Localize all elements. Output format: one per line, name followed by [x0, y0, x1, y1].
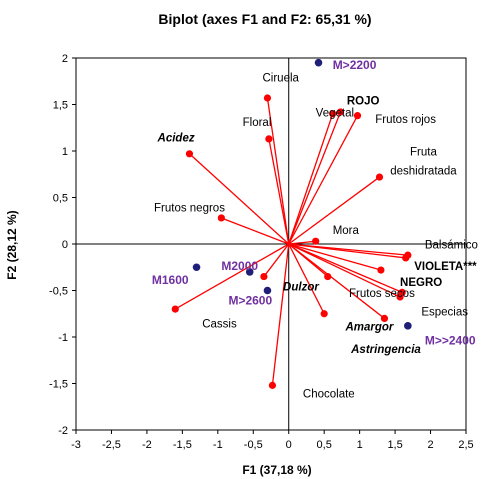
variable-point: [185, 150, 194, 158]
variable-vector: [189, 153, 290, 245]
variable-label: Vegetal: [316, 108, 354, 120]
variable-label: NEGRO: [400, 277, 442, 289]
y-axis-title: F2 (28,12 %): [5, 210, 19, 279]
variable-vector: [221, 217, 289, 245]
variable-label: Fruta: [410, 147, 437, 159]
variable-label: Floral: [243, 117, 272, 129]
variable-vectors: [171, 94, 412, 389]
variable-vector: [263, 243, 290, 277]
variable-vector: [174, 243, 290, 310]
variable-vector: [288, 243, 403, 293]
x-tick-label: -3: [71, 439, 81, 451]
observation-label: M2000: [221, 259, 258, 273]
y-tick-label: -1: [58, 332, 68, 344]
x-tick-label: 0: [286, 439, 292, 451]
variable-vector: [266, 97, 290, 245]
variable-vector: [288, 115, 359, 245]
x-axis-title: F1 (37,18 %): [242, 463, 311, 477]
observation-point: [192, 263, 201, 272]
variable-point: [171, 305, 179, 313]
variable-label: Chocolate: [303, 388, 355, 400]
variable-label: Especias: [421, 307, 468, 319]
x-tick-label: 1: [357, 439, 363, 451]
axes-layer: -3 -2,5 -2 -1,5 -1 -0,5 0 0,5 1 1,5 2 2,5 -2 -1,5 -1 -0…: [49, 53, 474, 451]
y-tick-label: -1,5: [49, 379, 68, 391]
observation-point: [314, 58, 323, 67]
variable-vector: [288, 243, 325, 315]
y-tick-label: 1,5: [53, 100, 68, 112]
variable-label: Ciruela: [262, 72, 299, 84]
variable-label: deshidratada: [390, 165, 457, 177]
variable-point: [217, 214, 225, 222]
variable-vector: [271, 243, 290, 386]
variable-label: Cassis: [202, 319, 237, 331]
variable-label: Acidez: [157, 133, 195, 145]
variable-point: [402, 254, 410, 262]
observation-label: M1600: [152, 273, 189, 287]
variable-vector: [288, 243, 385, 319]
x-tick-label: -2,5: [102, 439, 121, 451]
variable-label: Balsámico: [425, 240, 478, 252]
observation-label: M>>2400: [425, 333, 476, 347]
variable-point: [375, 173, 384, 181]
variable-label: VIOLETA***: [414, 261, 477, 273]
variable-label: Frutos negros: [154, 202, 225, 214]
y-tick-label: -2: [58, 425, 68, 437]
point-labels: Ciruela Floral Acidez Frutos negros VegetalR…: [152, 58, 478, 400]
observation-point: [245, 268, 254, 276]
x-tick-label: 2: [427, 439, 433, 451]
observation-label: M>2600: [228, 293, 272, 307]
variable-vector: [288, 111, 342, 245]
variable-point: [336, 108, 345, 116]
x-tick-label: 1,5: [387, 439, 402, 451]
variable-point: [353, 112, 362, 120]
variable-point: [377, 266, 385, 274]
variable-point: [260, 272, 268, 281]
variable-vector: [288, 240, 316, 245]
observation-label: M>2200: [333, 58, 377, 72]
variable-label: Mora: [333, 225, 360, 237]
y-tick-label: 2: [62, 53, 68, 65]
y-tick-label: 0,5: [53, 193, 68, 205]
variable-point: [324, 272, 332, 281]
variable-vector: [288, 113, 334, 245]
x-tick-label: 0,5: [317, 439, 332, 451]
variable-vector: [288, 243, 406, 259]
observation-point: [263, 286, 272, 295]
variable-label: Astringencia: [350, 344, 421, 356]
variable-point: [320, 310, 328, 318]
y-tick-label: 0: [62, 239, 68, 251]
chart-title: Biplot (axes F1 and F2: 65,31 %): [158, 11, 371, 27]
x-tick-label: -1: [213, 439, 223, 451]
variable-point: [329, 110, 337, 118]
variable-label: Frutos secos: [349, 288, 415, 300]
variable-point: [268, 381, 277, 389]
variable-vector: [268, 138, 290, 245]
observation-points: [192, 58, 412, 330]
variable-vector: [288, 243, 401, 298]
variable-point: [263, 94, 272, 102]
variable-label: Amargor: [344, 321, 393, 333]
variable-point: [312, 237, 320, 245]
variable-label: ROJO: [347, 96, 380, 108]
observation-point: [404, 322, 412, 330]
variable-point: [380, 314, 389, 322]
x-tick-label: -1,5: [173, 439, 192, 451]
x-tick-label: -2: [142, 439, 152, 451]
variable-label: Dulzor: [283, 282, 319, 294]
x-tick-label: -0,5: [244, 439, 263, 451]
y-tick-label: -0,5: [49, 286, 68, 298]
variable-label: Frutos rojos: [375, 114, 436, 126]
variable-vector: [288, 243, 382, 271]
x-tick-label: 2,5: [458, 439, 473, 451]
y-tick-label: 1: [62, 146, 68, 158]
variable-point: [398, 288, 406, 296]
variable-vector: [288, 176, 380, 245]
variable-point: [265, 135, 273, 143]
